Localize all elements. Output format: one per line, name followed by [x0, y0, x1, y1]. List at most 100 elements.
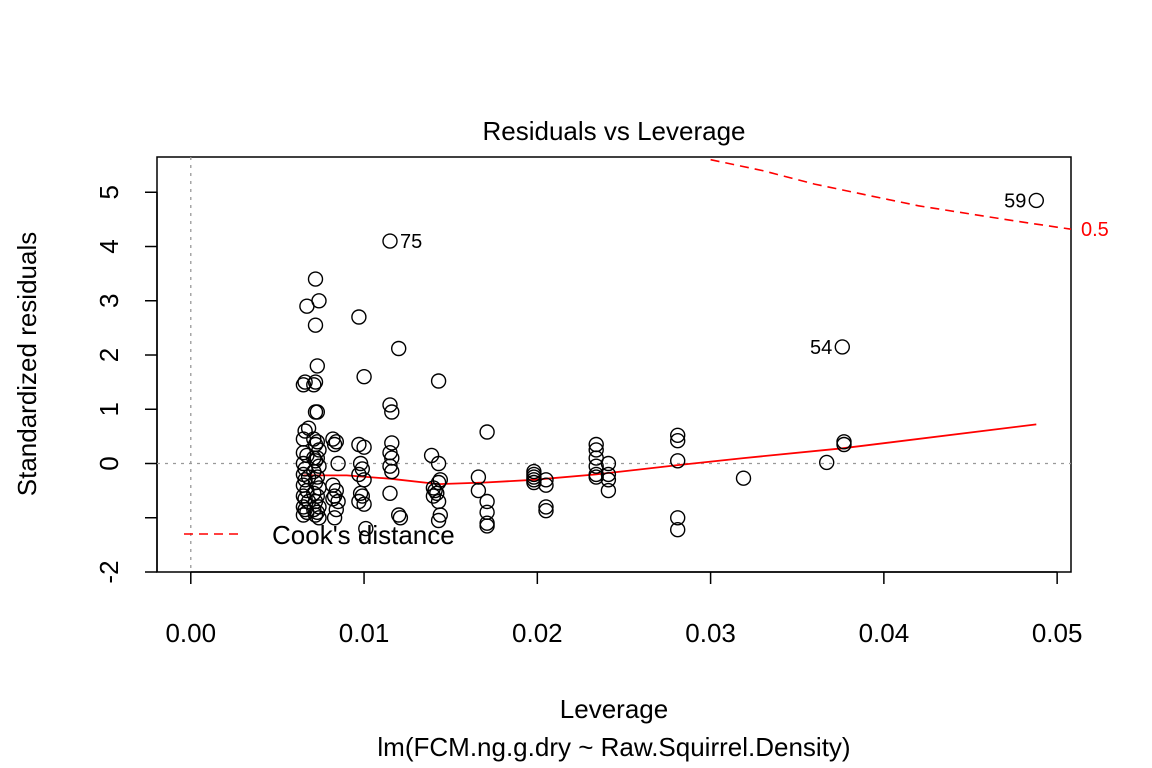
point-label: 75 — [400, 231, 422, 253]
x-tick-label: 0.05 — [1032, 618, 1083, 648]
data-point — [836, 436, 852, 453]
data-point — [538, 472, 554, 488]
data-point — [326, 436, 343, 453]
data-point — [600, 455, 617, 472]
data-point — [588, 442, 604, 458]
data-point — [670, 427, 686, 443]
data-point — [307, 507, 324, 523]
data-point — [382, 485, 398, 501]
data-point — [834, 339, 850, 355]
chart-title: Residuals vs Leverage — [482, 116, 745, 146]
data-point — [309, 358, 325, 374]
data-point — [735, 470, 752, 486]
y-tick-label: 3 — [94, 294, 124, 308]
data-point — [311, 442, 327, 458]
x-tick-label: 0.03 — [685, 618, 736, 648]
plot-frame — [156, 156, 1072, 573]
x-tick-label: 0.00 — [165, 618, 216, 648]
data-point — [328, 501, 344, 518]
y-axis: -2 0 1 2 3 4 5 — [94, 185, 158, 584]
data-point — [479, 504, 495, 520]
data-point — [600, 482, 617, 499]
data-point — [391, 507, 407, 523]
data-point — [600, 466, 617, 483]
smoother-layer — [303, 423, 1037, 486]
data-point — [309, 434, 325, 450]
data-point — [307, 374, 324, 390]
point-label: 54 — [810, 337, 832, 359]
x-tick-label: 0.02 — [512, 618, 563, 648]
data-point — [351, 466, 367, 483]
y-tick-label: 2 — [94, 348, 124, 362]
data-point — [309, 404, 325, 420]
data-point — [430, 455, 447, 472]
data-point — [326, 510, 343, 526]
smoother-line — [303, 423, 1037, 486]
data-point — [295, 377, 312, 393]
y-axis-label: Standardized residuals — [12, 232, 42, 497]
data-point — [356, 439, 372, 455]
data-point — [479, 424, 495, 440]
legend: Cook's distance — [184, 520, 455, 550]
data-point — [358, 520, 374, 537]
data-point — [538, 503, 554, 519]
cooks-distance-contour: 0.5 — [710, 158, 1109, 241]
data-point — [311, 510, 327, 526]
x-axis-label: Leverage — [560, 694, 668, 724]
data-point — [670, 433, 686, 449]
data-point — [352, 485, 369, 501]
data-point — [307, 317, 324, 333]
y-tick-label: 5 — [94, 185, 124, 199]
data-point — [382, 397, 398, 413]
data-point — [1028, 192, 1045, 209]
data-point — [425, 488, 442, 504]
data-point — [300, 420, 317, 436]
data-point — [432, 472, 448, 488]
data-point — [588, 458, 604, 474]
data-point — [470, 482, 487, 499]
data-point — [351, 309, 367, 325]
data-point — [538, 499, 554, 515]
legend-cooks-label: Cook's distance — [272, 520, 455, 550]
data-point — [311, 458, 327, 474]
points-layer — [295, 192, 1045, 538]
data-point — [670, 453, 686, 469]
data-point — [311, 293, 327, 309]
data-point — [325, 491, 341, 507]
data-point — [382, 233, 398, 249]
y-tick-label: 1 — [94, 402, 124, 416]
point-labels: 75 54 59 — [400, 190, 1026, 358]
data-point — [297, 374, 313, 390]
y-tick-label: -2 — [94, 560, 124, 583]
point-label: 59 — [1004, 190, 1026, 212]
data-point — [670, 522, 686, 538]
data-point — [430, 474, 447, 491]
data-point — [588, 469, 604, 485]
cooks-distance-line — [710, 158, 1072, 230]
data-point — [479, 518, 495, 534]
cooks-level-label: 0.5 — [1081, 219, 1109, 241]
data-point — [384, 404, 400, 420]
chart-subtitle: lm(FCM.ng.g.dry ~ Raw.Squirrel.Density) — [377, 732, 850, 762]
data-point — [526, 474, 542, 491]
data-point — [356, 369, 372, 385]
y-tick-label: 0 — [94, 456, 124, 470]
data-point — [297, 423, 313, 439]
data-point — [307, 271, 324, 287]
data-point — [356, 496, 372, 512]
data-point — [392, 510, 409, 526]
data-point — [479, 493, 495, 510]
data-point — [306, 377, 322, 393]
data-point — [670, 510, 686, 526]
reference-lines — [157, 157, 1071, 572]
x-tick-label: 0.01 — [339, 618, 390, 648]
data-point — [384, 435, 400, 451]
data-point — [430, 373, 447, 389]
data-point — [819, 454, 835, 471]
data-point — [538, 477, 554, 493]
data-point — [328, 434, 344, 450]
data-point — [600, 472, 617, 488]
x-tick-label: 0.04 — [859, 618, 910, 648]
data-point — [391, 340, 407, 357]
